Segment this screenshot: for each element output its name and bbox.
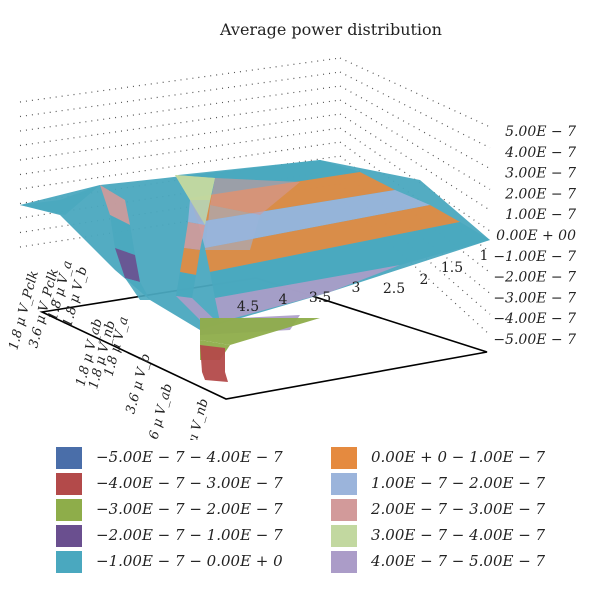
surface-band [200,345,225,372]
surface-band [176,272,196,298]
y-tick-label: 3.6 μ V_b [123,352,153,415]
legend-swatch [331,473,357,495]
z-tick-label: −3.00E − 7 [493,290,576,306]
y-tick-label: 3.6 μ V_ab [143,382,175,440]
legend-label: 4.00E − 7 − 5.00E − 7 [371,552,546,570]
surface-band [200,318,320,345]
legend-label: 0.00E + 0 − 1.00E − 7 [371,448,546,466]
z-tick-label: 4.00E − 7 [504,145,576,161]
grid-line [339,71,491,149]
grid-line [19,57,341,103]
x-tick-label: 4.5 [237,299,259,315]
grid-line [19,99,341,147]
surface-band [202,372,228,382]
surface-band [198,190,430,248]
legend-swatch [56,447,82,469]
x-tick-label: 4 [279,292,288,308]
z-tick-label: 3.00E − 7 [505,166,576,182]
legend-label: −1.00E − 7 − 0.00E + 0 [96,552,283,570]
surface-band [100,185,130,225]
surface-highlight [210,178,300,215]
grid-line [19,113,341,161]
surface-highlight [175,175,215,225]
surface-plot: 5.00E − 7 4.00E − 7 3.00E − 7 2.00E − 7 1.00… [6,57,576,440]
chart-title: Average power distribution [220,20,442,39]
legend-label: 1.00E − 7 − 2.00E − 7 [371,474,546,492]
x-tick-label: 1 [480,248,489,264]
x-tick-label: 3 [352,280,361,296]
legend-label: −5.00E − 7 − 4.00E − 7 [96,448,283,466]
legend-label: 3.00E − 7 − 4.00E − 7 [371,526,546,544]
z-tick-label: −4.00E − 7 [493,311,576,327]
surface-band [176,296,215,320]
legend-swatch [331,525,357,547]
legend-swatch [56,551,82,573]
grid-line [339,57,491,128]
surface-highlight [205,205,260,250]
z-tick-label: −1.00E − 7 [493,249,576,265]
surface-band [215,265,400,322]
legend-swatch [331,447,357,469]
legend-swatch [56,499,82,521]
surface-band [125,278,150,300]
legend-swatch [331,499,357,521]
z-axis-ticks: 5.00E − 7 4.00E − 7 3.00E − 7 2.00E − 7 1.00… [493,124,576,348]
z-tick-label: 5.00E − 7 [505,124,576,140]
grid-line [19,71,341,118]
legend-label: 2.00E − 7 − 3.00E − 7 [371,500,546,518]
x-tick-label: 1.5 [441,260,463,276]
z-tick-label: 2.00E − 7 [504,186,576,202]
x-tick-label: 3.5 [309,290,331,306]
surface-band [115,248,140,282]
surface-band [110,215,135,255]
legend-label: −4.00E − 7 − 3.00E − 7 [96,474,283,492]
y-tick-label: 3.6 μ V_nb [179,397,212,440]
legend-swatch [56,473,82,495]
surface-band [180,248,200,275]
z-tick-label: −2.00E − 7 [493,270,576,286]
grid-line [339,85,491,170]
z-tick-label: 1.00E − 7 [505,207,576,223]
grid-line [19,85,341,132]
z-tick-label: −5.00E − 7 [493,332,576,348]
legend-swatch [56,525,82,547]
surface-band [184,222,205,250]
legend-label: −3.00E − 7 − 2.00E − 7 [96,500,283,518]
z-tick-label: 0.00E + 00 [496,228,576,244]
surface-band [20,185,100,215]
legend-swatch [331,551,357,573]
x-tick-label: 2 [420,272,429,288]
x-tick-label: 2.5 [383,281,405,297]
surface-bands [20,160,490,382]
legend-label: −2.00E − 7 − 1.00E − 7 [96,526,283,544]
x-axis-ticks: 1 1.5 2 2.5 3 3.5 4 4.5 [237,248,489,315]
surface-band [205,205,460,272]
grid-line [339,141,491,253]
surface-band [210,222,490,298]
